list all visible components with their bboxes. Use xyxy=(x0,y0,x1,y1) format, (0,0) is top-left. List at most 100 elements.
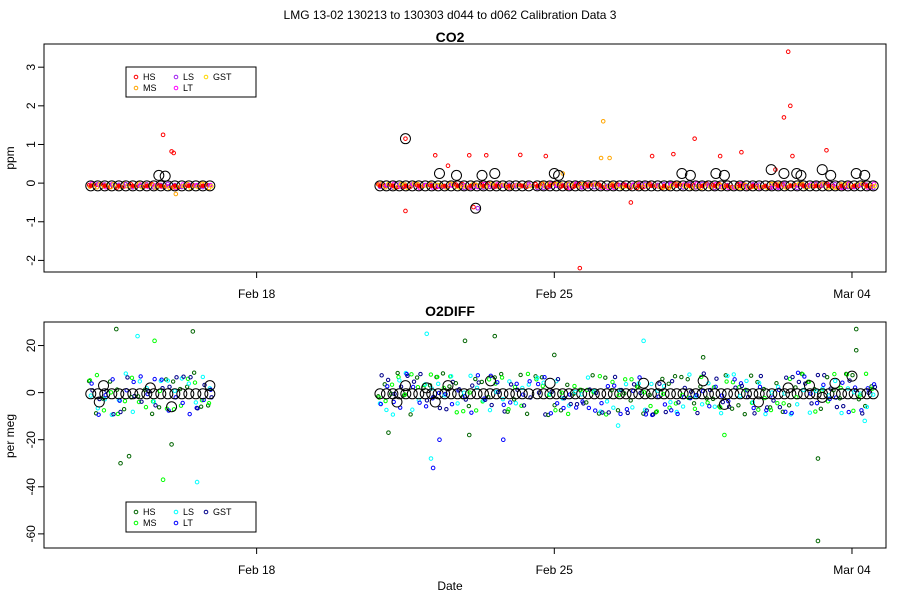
o2diff-point-hs xyxy=(641,411,646,416)
o2diff-mean-circle xyxy=(413,388,425,400)
o2diff-legend-label-hs: HS xyxy=(143,507,156,517)
o2diff-point-ms xyxy=(87,378,93,383)
o2diff-point-ms xyxy=(832,371,837,377)
o2diff-point-lt xyxy=(449,401,455,407)
o2diff-point-lt xyxy=(669,408,674,413)
o2diff-point-ms xyxy=(467,390,472,395)
o2diff-point-lt xyxy=(814,400,820,406)
o2diff-point-hs xyxy=(539,375,545,380)
o2diff-point-ls xyxy=(448,373,454,379)
co2-legend-label-ms: MS xyxy=(143,83,157,93)
o2diff-point-gst xyxy=(444,407,449,412)
o2diff-point-lt xyxy=(501,402,506,408)
co2-legend-box xyxy=(125,66,257,98)
o2diff-mean-circle xyxy=(391,396,403,408)
co2-point-lt xyxy=(871,181,877,186)
co2-mean-circle xyxy=(684,169,696,181)
o2diff-mean-circle xyxy=(85,388,97,400)
o2diff-point-lt xyxy=(802,374,807,379)
o2diff-point-ms xyxy=(519,403,524,408)
o2diff-point-ms xyxy=(705,400,710,405)
o2diff-point-gst xyxy=(411,379,417,384)
o2diff-point-ls xyxy=(487,407,493,413)
o2diff-mean-circle xyxy=(645,388,657,400)
o2diff-mean-circle xyxy=(855,388,867,400)
co2-point-hs-filled xyxy=(186,183,192,189)
o2diff-point-ls xyxy=(172,388,178,394)
o2diff-point-hs xyxy=(198,404,204,409)
o2diff-point-lt xyxy=(694,392,699,398)
o2diff-mean-circle xyxy=(752,396,764,408)
o2diff-point-hs xyxy=(453,381,459,386)
o2diff-point-hs xyxy=(666,381,671,387)
o2diff-point-ms xyxy=(616,392,622,398)
o2diff-point-gst xyxy=(701,371,706,376)
o2diff-point-ms xyxy=(692,406,698,412)
o2diff-point-hs xyxy=(685,377,690,382)
o2diff-legend-box xyxy=(125,501,257,533)
o2diff-mean-circle xyxy=(576,388,588,400)
o2diff-mean-circle xyxy=(166,401,178,413)
o2diff-point-ls xyxy=(712,404,717,409)
o2diff-outlier-point xyxy=(862,418,868,424)
co2-data-points xyxy=(85,49,879,271)
o2diff-point-gst xyxy=(752,411,757,416)
o2diff-mean-circle xyxy=(477,388,489,400)
o2diff-point-ls xyxy=(794,402,800,407)
o2diff-mean-circle xyxy=(399,380,411,392)
co2-outlier-point xyxy=(445,163,451,169)
o2diff-legend-marker-gst xyxy=(203,509,209,515)
o2diff-mean-circle xyxy=(510,388,522,400)
o2diff-point-gst xyxy=(790,374,795,380)
o2diff-point-ms xyxy=(648,403,653,409)
o2diff-point-gst xyxy=(784,375,789,380)
o2diff-point-gst xyxy=(644,408,649,413)
o2diff-point-ms xyxy=(781,401,786,406)
o2diff-point-gst xyxy=(650,412,656,417)
o2diff-point-gst xyxy=(167,384,172,390)
o2diff-mean-circle xyxy=(747,388,759,400)
o2diff-outlier-point xyxy=(853,326,859,332)
o2diff-panel: O2DIFF per meg Date -60 -40 -20 0 20 Feb 18 Fe… xyxy=(3,303,887,593)
co2-x-tick-label: Feb 25 xyxy=(536,287,574,301)
co2-point-ls xyxy=(95,181,100,187)
co2-mean-circle xyxy=(850,167,862,179)
o2diff-point-ls xyxy=(801,387,806,393)
co2-outlier-point xyxy=(824,147,829,153)
o2diff-point-ls xyxy=(500,397,506,402)
co2-mean-circle xyxy=(867,180,879,192)
co2-point-gst xyxy=(872,183,878,188)
o2diff-point-hs xyxy=(786,403,792,408)
o2diff-point-lt xyxy=(166,408,171,413)
o2diff-point-lt xyxy=(751,405,756,411)
o2diff-mean-circle xyxy=(120,388,132,400)
o2diff-point-ms xyxy=(851,408,856,414)
o2diff-point-lt xyxy=(187,411,192,417)
o2diff-point-gst xyxy=(695,410,700,416)
co2-point-lt xyxy=(385,182,390,188)
o2diff-point-gst xyxy=(625,410,630,416)
co2-y-tick-label: -2 xyxy=(24,255,38,266)
o2diff-mean-circle xyxy=(614,388,626,400)
o2diff-point-hs xyxy=(191,370,197,375)
o2diff-point-gst xyxy=(682,385,687,391)
o2diff-mean-circle xyxy=(782,382,794,394)
co2-mean-circle xyxy=(825,169,837,181)
o2diff-mean-circle xyxy=(846,370,858,382)
o2diff-point-ms xyxy=(553,408,558,413)
o2diff-mean-circle xyxy=(804,388,816,400)
o2diff-point-hs xyxy=(780,409,786,415)
o2diff-outlier-point xyxy=(815,538,821,544)
o2diff-point-ls xyxy=(623,381,629,387)
o2diff-point-ls xyxy=(763,411,768,417)
o2diff-mean-circle xyxy=(442,380,454,392)
co2-outlier-point xyxy=(628,200,634,205)
o2diff-mean-circle xyxy=(639,388,651,400)
o2diff-mean-circle xyxy=(652,388,664,400)
o2diff-mean-circle xyxy=(664,388,676,400)
co2-point-ms xyxy=(499,182,505,187)
o2diff-point-hs xyxy=(395,370,400,376)
o2diff-point-ls xyxy=(390,412,396,417)
o2diff-point-lt xyxy=(567,392,573,397)
